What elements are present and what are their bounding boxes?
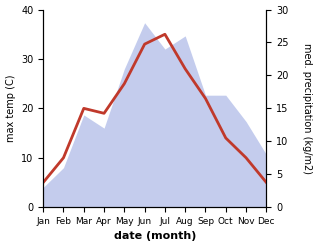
X-axis label: date (month): date (month) bbox=[114, 231, 196, 242]
Y-axis label: max temp (C): max temp (C) bbox=[5, 75, 16, 142]
Y-axis label: med. precipitation (kg/m2): med. precipitation (kg/m2) bbox=[302, 43, 313, 174]
